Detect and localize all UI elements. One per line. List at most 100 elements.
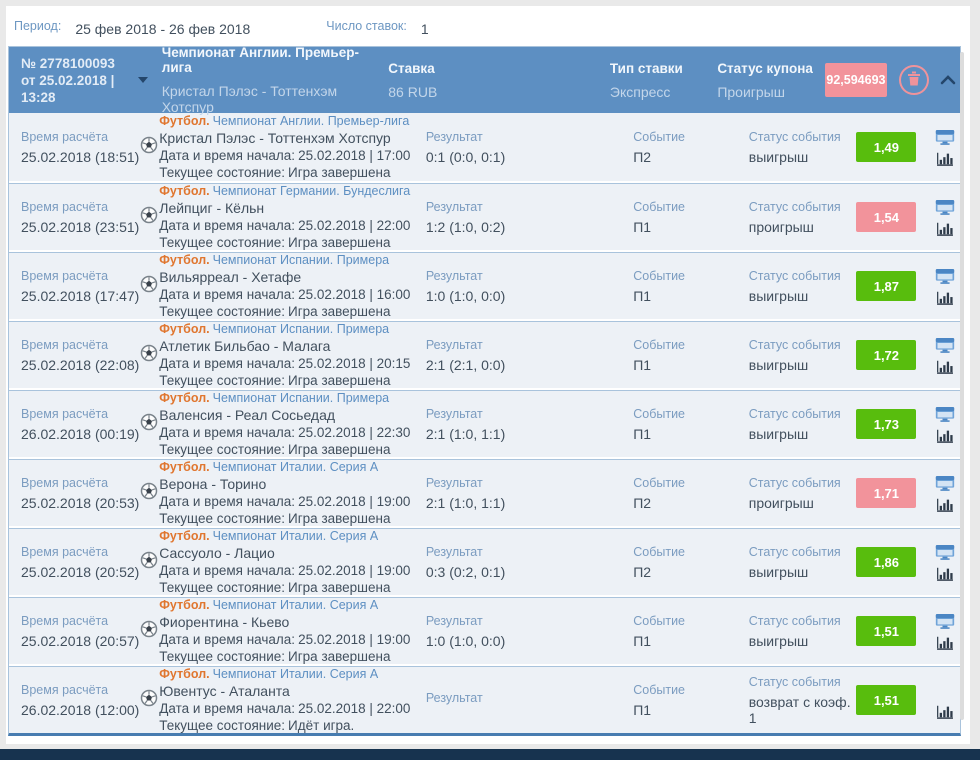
settle-time-label: Время расчёта	[21, 682, 109, 697]
result-value: 0:1 (0:0, 0:1)	[425, 148, 506, 165]
coefficient-badge: 1,86	[856, 547, 917, 577]
settle-time-label: Время расчёта	[21, 613, 109, 628]
watch-game-button[interactable]	[935, 199, 955, 216]
statistics-button[interactable]	[936, 290, 954, 305]
event-row: Время расчёта 25.02.2018 (17:47) Футбол.…	[9, 252, 960, 319]
scrollbar[interactable]	[960, 52, 964, 720]
statistics-button[interactable]	[936, 151, 954, 166]
chevron-up-icon	[940, 73, 956, 88]
bet-event-value: П1	[633, 425, 652, 442]
settle-time-label: Время расчёта	[21, 337, 109, 352]
match-name: Фиорентина - Кьево	[159, 614, 290, 630]
league-line: Футбол. Чемпионат Германии. Бундеслига	[159, 183, 426, 200]
event-status-value: возврат с коэф. 1	[748, 693, 851, 726]
league-line: Футбол. Чемпионат Испании. Примера	[159, 252, 426, 269]
settle-time-label: Время расчёта	[21, 475, 109, 490]
settle-time-block: Время расчёта 25.02.2018 (23:51)	[21, 200, 140, 235]
league-line: Футбол. Чемпионат Италии. Серия А	[159, 597, 426, 614]
league-name: Чемпионат Англии. Премьер-лига	[212, 114, 410, 128]
event-status-label: Статус события	[748, 544, 841, 559]
start-value: 25.02.2018 | 16:00	[298, 287, 411, 302]
bet-event-label: Событие	[633, 544, 686, 559]
start-line: Дата и время начала: 25.02.2018 | 20:15	[159, 355, 426, 372]
start-label: Дата и время начала:	[159, 494, 296, 509]
state-line: Текущее состояние: Игра завершена	[159, 441, 426, 458]
event-status-label: Статус события	[748, 613, 841, 628]
start-line: Дата и время начала: 25.02.2018 | 22:00	[159, 217, 426, 234]
event-status-block: Статус события проигрыш	[749, 200, 857, 235]
settle-time-value: 26.02.2018 (00:19)	[21, 425, 140, 442]
coupon-match: Кристал Пэлэс - Тоттенхэм Хотспур	[161, 83, 338, 115]
bottom-bar	[0, 749, 980, 760]
sport-name: Футбол.	[159, 529, 210, 543]
coefficient-badge: 1,49	[856, 132, 917, 162]
watch-game-button[interactable]	[935, 475, 955, 492]
league-name: Чемпионат Италии. Серия А	[212, 529, 379, 543]
bar-chart-icon	[936, 291, 954, 308]
result-value: 2:1 (1:0, 1:1)	[425, 494, 506, 511]
result-block: Результат 1:2 (1:0, 0:2)	[426, 200, 633, 235]
bet-event-label: Событие	[633, 682, 686, 697]
watch-game-button[interactable]	[935, 129, 955, 146]
statistics-button[interactable]	[936, 359, 954, 374]
event-details: Футбол. Чемпионат Италии. Серия А Фиорент…	[159, 597, 426, 665]
coupon-header[interactable]: № 2778100093 от 25.02.2018 | 13:28 Чемпи…	[9, 45, 960, 115]
period-value[interactable]: 25 фев 2018 - 26 фев 2018	[75, 20, 251, 37]
delete-coupon-button[interactable]	[899, 65, 929, 95]
result-label: Результат	[425, 475, 483, 490]
coupon-date: от 25.02.2018 | 13:28	[21, 72, 115, 105]
result-block: Результат	[426, 691, 633, 710]
soccer-ball-icon	[140, 206, 158, 229]
statistics-button[interactable]	[936, 635, 954, 650]
event-row: Время расчёта 25.02.2018 (23:51) Футбол.…	[9, 183, 960, 250]
watch-game-button[interactable]	[935, 337, 955, 354]
match-name: Верона - Торино	[159, 476, 267, 492]
start-label: Дата и время начала:	[159, 563, 296, 578]
state-line: Текущее состояние: Игра завершена	[159, 234, 426, 251]
soccer-ball-icon	[140, 689, 158, 712]
watch-game-button[interactable]	[935, 406, 955, 423]
event-status-value: проигрыш	[748, 218, 814, 235]
start-line: Дата и время начала: 25.02.2018 | 17:00	[159, 147, 426, 164]
event-status-block: Статус события проигрыш	[749, 476, 857, 511]
settle-time-value: 26.02.2018 (12:00)	[21, 701, 140, 718]
event-status-label: Статус события	[748, 406, 841, 421]
watch-game-button[interactable]	[935, 544, 955, 561]
bet-event-label: Событие	[633, 129, 686, 144]
stake-label: Ставка	[388, 60, 435, 76]
league-name: Чемпионат Испании. Примера	[212, 391, 390, 405]
sport-name: Футбол.	[159, 667, 210, 681]
watch-game-button[interactable]	[935, 613, 955, 630]
collapse-coupon-button[interactable]	[937, 73, 960, 88]
statistics-button[interactable]	[936, 428, 954, 443]
statistics-button[interactable]	[936, 497, 954, 512]
league-line: Футбол. Чемпионат Испании. Примера	[159, 321, 426, 338]
start-label: Дата и время начала:	[159, 218, 296, 233]
bar-chart-icon	[936, 429, 954, 446]
soccer-ball-icon	[140, 136, 158, 159]
start-line: Дата и время начала: 25.02.2018 | 16:00	[159, 286, 426, 303]
sport-name: Футбол.	[159, 253, 210, 267]
bet-event-label: Событие	[633, 337, 686, 352]
bar-chart-icon	[936, 636, 954, 653]
event-status-block: Статус события выигрыш	[749, 407, 857, 442]
coefficient-badge: 1,51	[856, 616, 917, 646]
event-status-block: Статус события выигрыш	[749, 269, 857, 304]
settle-time-value: 25.02.2018 (22:08)	[21, 356, 140, 373]
caret-down-icon[interactable]	[130, 76, 155, 84]
statistics-button[interactable]	[936, 221, 954, 236]
match-name: Атлетик Бильбао - Малага	[159, 338, 331, 354]
event-status-value: выигрыш	[748, 287, 809, 304]
start-value: 25.02.2018 | 22:00	[298, 218, 411, 233]
event-row: Время расчёта 26.02.2018 (00:19) Футбол.…	[9, 390, 960, 457]
event-status-label: Статус события	[748, 475, 841, 490]
statistics-button[interactable]	[936, 566, 954, 581]
sport-name: Футбол.	[159, 598, 210, 612]
statistics-button[interactable]	[936, 704, 954, 719]
settle-time-block: Время расчёта 26.02.2018 (00:19)	[21, 407, 140, 442]
watch-game-button[interactable]	[935, 268, 955, 285]
state-label: Текущее состояние:	[159, 304, 286, 319]
bets-count-value: 1	[420, 20, 429, 37]
bet-event-label: Событие	[633, 268, 686, 283]
match-name: Ювентус - Аталанта	[159, 683, 290, 699]
